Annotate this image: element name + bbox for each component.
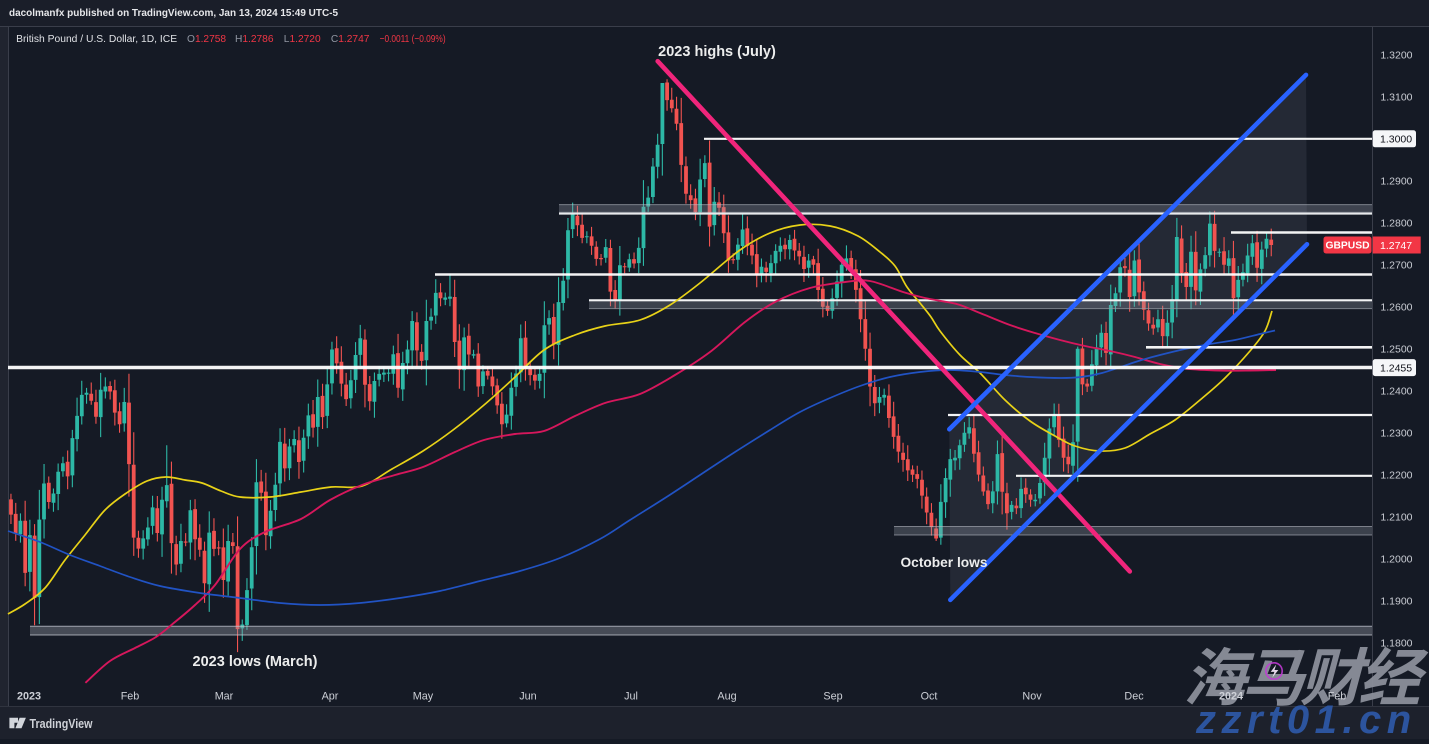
svg-text:1.1800: 1.1800	[1380, 638, 1412, 650]
svg-text:2023: 2023	[17, 691, 41, 703]
svg-text:GBPUSD: GBPUSD	[1325, 241, 1369, 252]
svg-text:May: May	[413, 691, 434, 703]
svg-text:1.2200: 1.2200	[1380, 470, 1412, 482]
svg-text:1.3000: 1.3000	[1380, 134, 1412, 146]
svg-text:Dec: Dec	[1124, 691, 1144, 703]
svg-text:1.2400: 1.2400	[1380, 386, 1412, 398]
svg-text:1.2700: 1.2700	[1380, 260, 1412, 272]
svg-text:1.2747: 1.2747	[1380, 240, 1412, 252]
svg-text:1.2000: 1.2000	[1380, 554, 1412, 566]
svg-text:Feb: Feb	[121, 691, 140, 703]
svg-text:Jun: Jun	[519, 691, 536, 703]
svg-text:zzrt01.cn: zzrt01.cn	[1195, 698, 1417, 739]
svg-text:1.2455: 1.2455	[1380, 363, 1412, 375]
svg-text:Jul: Jul	[624, 691, 638, 703]
svg-text:2023 lows (March): 2023 lows (March)	[193, 654, 318, 670]
svg-text:2024: 2024	[1219, 691, 1243, 703]
svg-text:1.2900: 1.2900	[1380, 176, 1412, 188]
svg-text:1.2600: 1.2600	[1380, 302, 1412, 314]
svg-text:Aug: Aug	[717, 691, 736, 703]
svg-text:dacolmanfx published on Tradin: dacolmanfx published on TradingView.com,…	[9, 7, 338, 19]
svg-text:Mar: Mar	[215, 691, 234, 703]
svg-text:Sep: Sep	[823, 691, 842, 703]
svg-text:1.1900: 1.1900	[1380, 596, 1412, 608]
svg-text:1.2500: 1.2500	[1380, 344, 1412, 356]
svg-text:Apr: Apr	[322, 691, 339, 703]
svg-text:1.3100: 1.3100	[1380, 92, 1412, 104]
svg-text:2023 highs (July): 2023 highs (July)	[658, 44, 776, 60]
svg-text:1.2300: 1.2300	[1380, 428, 1412, 440]
svg-text:Nov: Nov	[1022, 691, 1042, 703]
svg-text:Oct: Oct	[921, 691, 938, 703]
svg-text:1.3200: 1.3200	[1380, 50, 1412, 62]
svg-text:Feb: Feb	[1328, 691, 1347, 703]
svg-text:British Pound / U.S. Dollar, 1: British Pound / U.S. Dollar, 1D, ICE O1.2…	[16, 34, 446, 45]
svg-text:October lows: October lows	[901, 554, 988, 570]
svg-text:1.2100: 1.2100	[1380, 512, 1412, 524]
svg-text:TradingView: TradingView	[30, 717, 93, 731]
svg-text:1.2800: 1.2800	[1380, 218, 1412, 230]
